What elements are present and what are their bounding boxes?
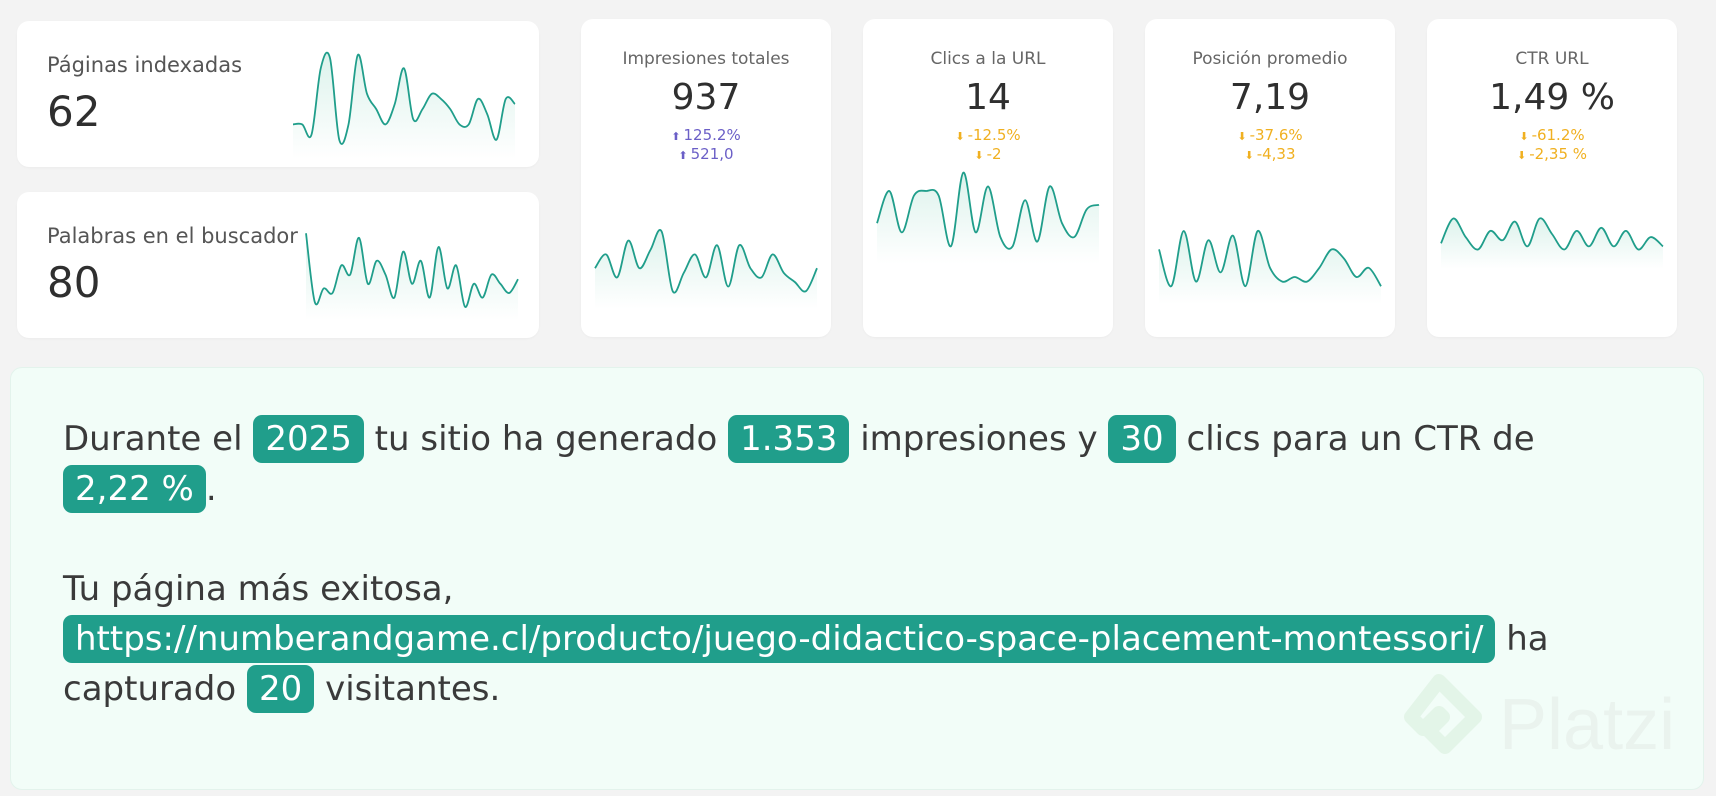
sparkline-area: [1159, 230, 1381, 304]
search-words-label: Palabras en el buscador: [47, 224, 298, 248]
clicks-delta-pct: ⬇ -12.5%: [955, 126, 1021, 144]
indexed-pages-sparkline: [292, 51, 516, 159]
top-url-badge[interactable]: https://numberandgame.cl/producto/juego-…: [63, 615, 1496, 663]
arrow-down-icon: ⬇: [1244, 149, 1254, 162]
visitors-badge: 20: [247, 665, 315, 713]
sparkline-area: [595, 229, 817, 309]
arrow-up-icon: ⬆: [671, 130, 681, 143]
clicks-value: 14: [965, 77, 1011, 118]
ctr-label: CTR URL: [1515, 49, 1589, 69]
sparkline-line: [292, 51, 516, 145]
sparkline-area: [877, 172, 1099, 264]
ctr-delta-pct: ⬇ -61.2%: [1519, 126, 1585, 144]
indexed-pages-value: 62: [47, 87, 101, 136]
arrow-down-icon: ⬇: [1237, 130, 1247, 143]
arrow-down-icon: ⬇: [1519, 130, 1529, 143]
ctr-card: CTR URL 1,49 % ⬇ -61.2% ⬇ -2,35 %: [1427, 19, 1677, 337]
sparkline-area: [293, 52, 515, 159]
position-delta-pct: ⬇ -37.6%: [1237, 126, 1303, 144]
sparkline-area: [1441, 218, 1663, 269]
impressions-delta-abs: ⬆ 521,0: [678, 145, 734, 163]
sparkline-line: [594, 229, 818, 294]
platzi-logo-watermark: Platzi: [1404, 674, 1675, 765]
clicks-badge: 30: [1108, 415, 1176, 463]
impressions-badge: 1.353: [728, 415, 850, 463]
sparkline-line: [305, 233, 519, 308]
summary-sentence-2: Tu página más exitosa, https://numberand…: [63, 564, 1623, 714]
arrow-down-icon: ⬇: [955, 130, 965, 143]
search-words-value: 80: [47, 258, 101, 307]
search-words-card: Palabras en el buscador 80: [17, 192, 539, 338]
svg-text:Platzi: Platzi: [1499, 685, 1675, 765]
position-value: 7,19: [1229, 77, 1311, 118]
arrow-down-icon: ⬇: [1516, 149, 1527, 162]
position-card: Posición promedio 7,19 ⬇ -37.6% ⬇ -4,33: [1145, 19, 1395, 337]
year-badge: 2025: [253, 415, 364, 463]
ctr-delta-abs: ⬇ -2,35 %: [1516, 145, 1588, 163]
position-delta-abs: ⬇ -4,33: [1244, 145, 1296, 163]
sparkline-line: [1440, 217, 1664, 251]
ctr-sparkline: [1440, 217, 1664, 269]
position-sparkline: [1158, 230, 1382, 304]
position-label: Posición promedio: [1192, 49, 1348, 69]
ctr-badge: 2,22 %: [63, 465, 206, 513]
impressions-card: Impresiones totales 937 ⬆ 125.2% ⬆ 521,0: [581, 19, 831, 337]
sparkline-area: [306, 233, 518, 320]
clicks-label: Clics a la URL: [930, 49, 1046, 69]
clicks-delta-abs: ⬇ -2: [974, 145, 1002, 163]
indexed-pages-label: Páginas indexadas: [47, 53, 243, 77]
impressions-label: Impresiones totales: [622, 49, 790, 69]
clicks-card: Clics a la URL 14 ⬇ -12.5% ⬇ -2: [863, 19, 1113, 337]
arrow-down-icon: ⬇: [974, 149, 984, 162]
sparkline-line: [1158, 230, 1382, 288]
impressions-value: 937: [671, 77, 741, 118]
arrow-up-icon: ⬆: [678, 149, 688, 162]
summary-panel: Durante el 2025 tu sitio ha generado 1.3…: [10, 367, 1704, 790]
clicks-sparkline: [876, 171, 1100, 264]
impressions-delta-pct: ⬆ 125.2%: [671, 126, 741, 144]
ctr-value: 1,49 %: [1489, 77, 1615, 118]
indexed-pages-card: Páginas indexadas 62: [17, 21, 539, 167]
search-words-sparkline: [305, 233, 519, 320]
sparkline-line: [876, 171, 1100, 250]
impressions-sparkline: [594, 229, 818, 309]
summary-sentence-1: Durante el 2025 tu sitio ha generado 1.3…: [63, 414, 1623, 514]
